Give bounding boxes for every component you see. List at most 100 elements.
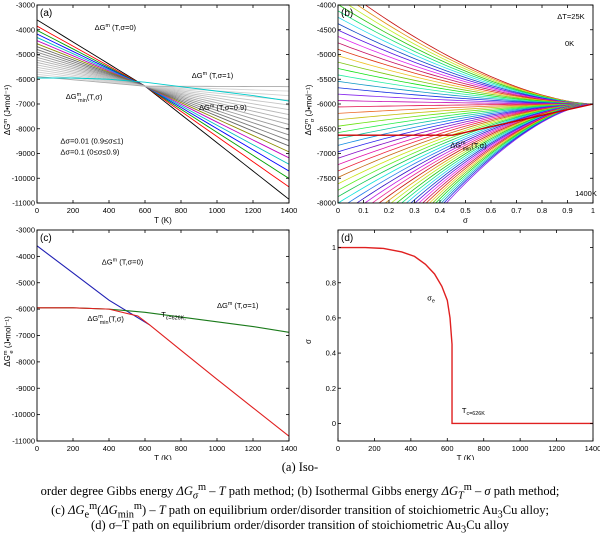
panel-a-x-tick-label: 1000 [209,206,226,215]
panel-c-y-tick-label: -10000 [12,410,35,419]
panel-b-series-line [401,103,593,203]
panel-a-series-line [37,54,289,131]
panel-c-annotation: ΔGm (T,σ=1) [217,301,259,310]
panel-b-label: (b) [341,8,353,19]
panel-a-x-tick-label: 800 [175,206,188,215]
panel-a-plot-area [37,19,289,200]
panel-b-plot-area [338,5,593,203]
panel-a-frame [36,4,290,204]
panel-b-x-tick-label: 0.1 [358,206,368,215]
panel-c-annotation: Tc=626K, [161,310,186,321]
panel-d-x-tick-label: 1400 [585,444,600,453]
panel-c-x-tick-label: 1200 [245,444,262,453]
panel-c-x-tick-label: 200 [67,444,80,453]
panel-d-x-tick-label: 800 [477,444,490,453]
panel-a-y-tick-label: -11000 [12,199,35,208]
panel-b-y-tick-label: -4000 [317,1,336,10]
caption-line-4: (d) σ–T path on equilibrium order/disord… [91,518,509,536]
panel-a-label: (a) [40,8,52,19]
panel-d-x-tick-label: 1000 [512,444,529,453]
panel-a-series-line [37,19,289,200]
panel-b-x-tick-label: 0.5 [460,206,470,215]
panel-b-annotation: ΔT=25K [557,12,584,21]
panel-c-y-tick-label: -6000 [16,305,35,314]
panel-c-annotation: ΔGm (T,σ=0) [102,257,144,266]
panel-a-series-line [37,64,289,111]
panel-a-series-line [37,76,289,88]
panel-c-x-tick-label: 400 [103,444,116,453]
panel-a-y-tick-label: -4000 [16,25,35,34]
panel-a-y-tick-label: -9000 [16,149,35,158]
panel-b-y-tick-label: -7000 [317,149,336,158]
panel-d-label: (d) [341,233,353,244]
panel-b-y-tick-label: -6000 [317,100,336,109]
panel-b-y-tick-label: -8000 [317,199,336,208]
panel-c-y-tick-label: -9000 [16,384,35,393]
panel-b-series-line [338,16,593,105]
panel-b-annotation: 1400K [575,189,597,198]
panel-a-x-tick-label: 400 [103,206,116,215]
panel-d-y-tick-label: 0.2 [326,384,336,393]
panel-b-series-line [390,103,593,203]
panel-a-series-line [37,43,289,153]
panel-d-annotation: Tc=626K [462,406,485,417]
panel-a-annotation: Δσ=0.01 (0.9≤σ≤1) [60,137,124,146]
panel-b-x-tick-label: 0.4 [435,206,445,215]
panel-a-series-line [37,46,289,147]
panel-a-series-line [37,37,289,165]
panel-c-x-tick-label: 0 [35,444,39,453]
panel-a-series-line [37,77,289,102]
panel-b-y-tick-label: -5500 [317,75,336,84]
panel-a-series-line [37,59,289,120]
panel-a-x-tick-label: 600 [139,206,152,215]
panel-a-y-tick-label: -7000 [16,100,35,109]
panel-a-series-line [37,66,289,106]
panel-c-series-line [37,245,150,326]
panel-b-x-tick-label: 0.2 [384,206,394,215]
panel-c-y-tick-label: -11000 [12,437,35,446]
panel-a-y-axis-label: ΔGm (J•mol⁻¹) [3,84,12,135]
panel-a-series-line [37,49,289,141]
caption-line-2: order degree Gibbs energy ΔGσm – T path … [40,482,560,502]
panel-c-label: (c) [40,233,52,244]
panel-b-x-tick-label: 0.9 [562,206,572,215]
panel-c-y-tick-label: -5000 [16,278,35,287]
panel-b-x-tick-label: 0 [336,206,340,215]
panel-d-x-tick-label: 200 [368,444,381,453]
panel-d-y-axis-label: σ [304,339,313,344]
panel-c-y-tick-label: -8000 [16,357,35,366]
panel-d-x-tick-label: 0 [336,444,340,453]
panel-c-y-tick-label: -4000 [16,252,35,261]
panel-c-x-tick-label: 1000 [209,444,226,453]
panel-d-y-tick-label: 0.4 [326,349,336,358]
panel-a-y-tick-label: -8000 [16,124,35,133]
panel-d-y-tick-label: 0.6 [326,313,336,322]
panel-d-x-axis-label: T (K) [457,454,475,460]
panel-b-y-tick-label: -4500 [317,25,336,34]
panel-a-series-line [37,29,289,179]
panel-a-x-tick-label: 200 [67,206,80,215]
panel-a-series-line [37,71,289,97]
panel-b-series-line [445,103,593,203]
panel-a-series-line [37,69,289,101]
panel-a-annotation: Δσ=0.1 (0≤σ≤0.9) [60,148,119,157]
caption-line-3: (c) ΔGem(ΔGminm) – T path on equilibrium… [51,501,549,521]
panel-c-plot-area [37,245,289,437]
panel-a-series-line [37,33,289,172]
panel-d-y-tick-label: 1 [332,243,336,252]
panel-d-x-tick-label: 400 [405,444,418,453]
panel-c-x-tick-label: 800 [175,444,188,453]
panel-a-series-line [37,25,289,188]
panel-c-y-axis-label: ΔGme (J•mol⁻¹) [3,316,15,367]
panel-a-series-line [37,62,289,115]
panel-d-x-tick-label: 1200 [548,444,565,453]
panel-d-frame [337,229,594,442]
panel-b-x-tick-label: 1 [591,206,595,215]
panel-c-series-line [37,307,289,437]
panel-a-y-tick-label: -3000 [16,1,35,10]
panel-b-x-tick-label: 0.8 [537,206,547,215]
panel-a-series-line [37,51,289,136]
panel-a-x-tick-label: 1200 [245,206,262,215]
panel-b-y-axis-label: ΔGmσ (J•mol⁻¹) [304,84,316,135]
caption-line-1: (a) Iso- [281,460,319,474]
